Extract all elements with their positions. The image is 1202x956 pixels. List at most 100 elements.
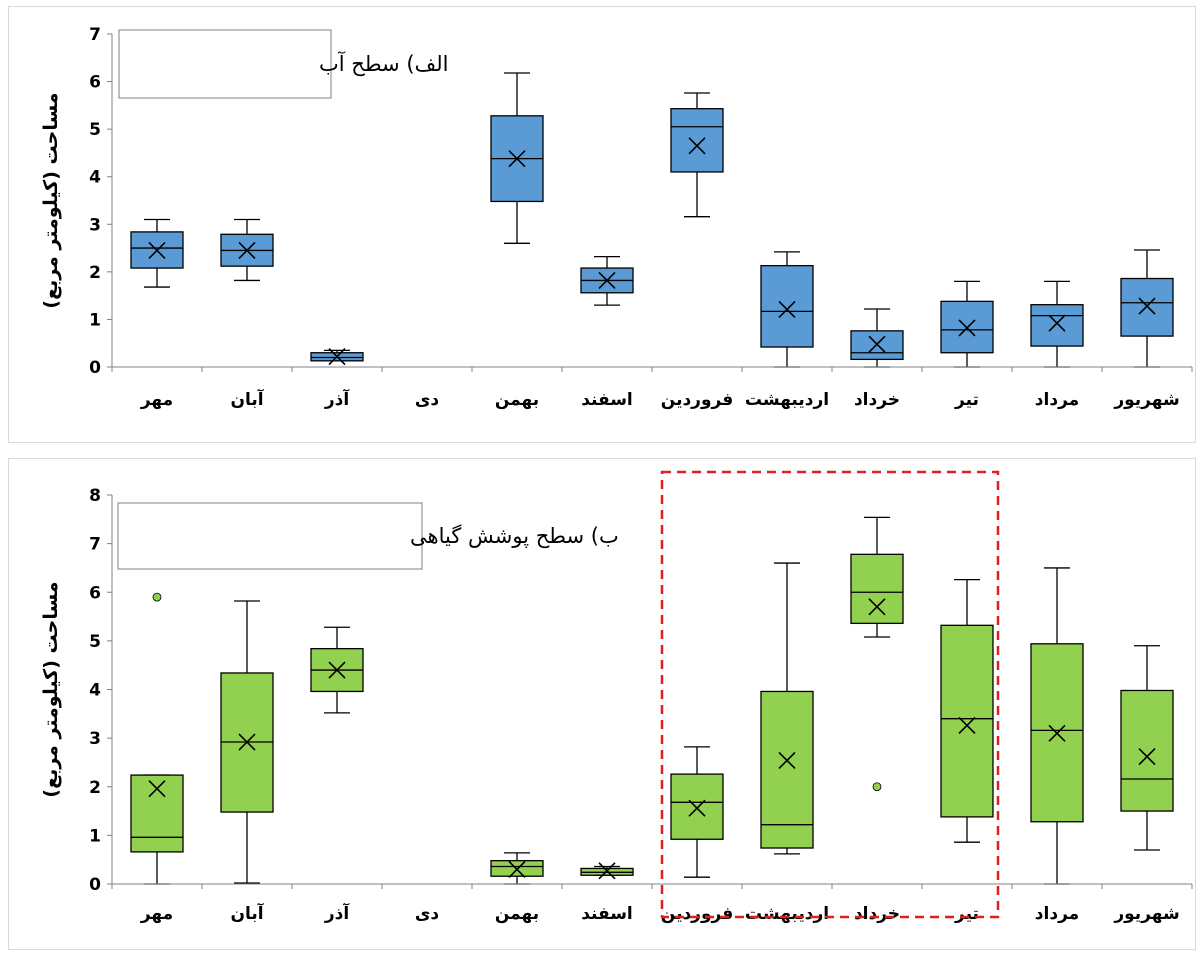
box-12 bbox=[1120, 645, 1174, 851]
x-tick-label: آبان bbox=[230, 902, 264, 924]
x-tick-label: فروردین bbox=[661, 904, 733, 924]
x-tick-label: مرداد bbox=[1035, 904, 1079, 924]
box-series bbox=[130, 72, 1174, 368]
mean-marker bbox=[508, 860, 526, 878]
x-tick-label: اسفند bbox=[581, 390, 633, 410]
box-11 bbox=[1030, 280, 1084, 368]
mean-marker bbox=[148, 780, 166, 798]
y-tick-label: 5 bbox=[89, 120, 101, 140]
x-tick-label: خرداد bbox=[854, 390, 900, 410]
iqr-box bbox=[760, 265, 814, 348]
mean-marker bbox=[868, 598, 886, 616]
x-tick-label: شهریور bbox=[1113, 390, 1179, 410]
box-6 bbox=[580, 862, 634, 880]
mean-marker bbox=[688, 799, 706, 817]
y-tick-label: 4 bbox=[89, 168, 101, 188]
box-10 bbox=[940, 578, 994, 843]
mean-marker bbox=[688, 137, 706, 155]
y-tick-label: 7 bbox=[89, 535, 101, 555]
box-8 bbox=[760, 562, 814, 855]
iqr-box bbox=[1030, 304, 1084, 347]
box-2 bbox=[220, 218, 274, 282]
x-tick-label: شهریور bbox=[1113, 904, 1179, 924]
chart-panel-water: مهر آبان آذر دی بهمن اسفند فروردین اردیبهشت خردا… bbox=[8, 6, 1196, 443]
y-tick-label: 0 bbox=[89, 875, 101, 895]
box-10 bbox=[940, 280, 994, 368]
box-5 bbox=[490, 72, 544, 244]
box-6 bbox=[580, 255, 634, 306]
outlier-point bbox=[152, 592, 162, 602]
box-7 bbox=[670, 92, 724, 218]
iqr-box bbox=[670, 108, 724, 173]
box-8 bbox=[760, 251, 814, 368]
title-box bbox=[117, 502, 423, 570]
y-tick-label: 1 bbox=[89, 310, 101, 330]
mean-marker bbox=[1048, 724, 1066, 742]
y-axis-title: مساحت (کیلومتر مربع) bbox=[40, 92, 62, 308]
x-tick-label: آذر bbox=[324, 388, 351, 410]
mean-marker bbox=[958, 319, 976, 337]
y-tick-label: 4 bbox=[89, 681, 101, 701]
chart-title: الف) سطح آب bbox=[319, 51, 449, 76]
iqr-box bbox=[1120, 689, 1174, 812]
iqr-box bbox=[670, 773, 724, 840]
y-tick-label: 7 bbox=[89, 25, 101, 45]
x-tick-label: اردیبهشت bbox=[745, 904, 829, 924]
box-9 bbox=[850, 308, 904, 368]
mean-marker bbox=[238, 733, 256, 751]
y-tick-label: 2 bbox=[89, 263, 101, 283]
box-2 bbox=[220, 600, 274, 884]
y-tick-label: 8 bbox=[89, 486, 101, 506]
box-series bbox=[130, 516, 1174, 885]
x-tick-label: فروردین bbox=[661, 390, 733, 410]
y-tick-labels: 0 1 2 3 4 5 6 7 8 bbox=[89, 486, 112, 895]
mean-marker bbox=[1138, 748, 1156, 766]
iqr-box bbox=[760, 690, 814, 849]
outlier-point bbox=[872, 782, 882, 792]
iqr-box bbox=[940, 624, 994, 818]
x-tick-label: اسفند bbox=[581, 904, 633, 924]
box-3 bbox=[310, 347, 364, 366]
x-tick-label: مهر bbox=[140, 904, 173, 924]
x-tick-label: بهمن bbox=[495, 904, 539, 924]
x-tick-labels: مهر آبان آذر دی بهمن اسفند فروردین اردیبهشت خردا… bbox=[111, 884, 1193, 924]
mean-marker bbox=[958, 716, 976, 735]
title-box bbox=[118, 29, 332, 99]
x-tick-label: آذر bbox=[324, 902, 351, 924]
y-tick-labels: 0 1 2 3 4 5 6 7 bbox=[89, 25, 112, 378]
x-tick-label: تیر bbox=[954, 904, 979, 924]
y-tick-label: 3 bbox=[89, 729, 101, 749]
y-axis-title: مساحت (کیلومتر مربع) bbox=[40, 581, 62, 797]
box-12 bbox=[1120, 249, 1174, 368]
x-tick-labels: مهر آبان آذر دی بهمن اسفند فروردین اردیبهشت خردا… bbox=[111, 367, 1193, 410]
mean-marker bbox=[328, 347, 346, 366]
y-tick-label: 5 bbox=[89, 632, 101, 652]
y-tick-label: 3 bbox=[89, 215, 101, 235]
box-1 bbox=[130, 218, 184, 288]
x-tick-label: آبان bbox=[230, 388, 264, 410]
x-tick-label: اردیبهشت bbox=[745, 390, 829, 410]
box-3 bbox=[310, 626, 364, 714]
mean-marker bbox=[868, 335, 886, 353]
x-tick-label: دی bbox=[415, 904, 440, 924]
box-7 bbox=[670, 746, 724, 878]
chart-panel-vegetation: مهر آبان آذر دی بهمن اسفند فروردین اردیبهشت خردا… bbox=[8, 458, 1196, 950]
iqr-box bbox=[130, 774, 184, 853]
box-1 bbox=[130, 592, 184, 885]
mean-marker bbox=[1138, 297, 1156, 315]
mean-marker bbox=[598, 271, 616, 289]
box-11 bbox=[1030, 567, 1084, 885]
x-tick-label: دی bbox=[415, 390, 440, 410]
y-tick-label: 2 bbox=[89, 778, 101, 798]
water-area-chart: مهر آبان آذر دی بهمن اسفند فروردین اردیبهشت خردا… bbox=[40, 25, 1193, 410]
chart-title: ب) سطح پوشش گیاهی bbox=[410, 524, 619, 548]
box-5 bbox=[490, 852, 544, 885]
vegetation-area-chart: مهر آبان آذر دی بهمن اسفند فروردین اردیبهشت خردا… bbox=[40, 470, 1193, 924]
mean-marker bbox=[508, 150, 526, 168]
iqr-box bbox=[1120, 277, 1174, 337]
mean-marker bbox=[148, 241, 166, 260]
mean-marker bbox=[328, 661, 346, 679]
x-tick-label: مرداد bbox=[1035, 390, 1079, 410]
x-tick-label: مهر bbox=[140, 390, 173, 410]
y-tick-label: 0 bbox=[89, 358, 101, 378]
